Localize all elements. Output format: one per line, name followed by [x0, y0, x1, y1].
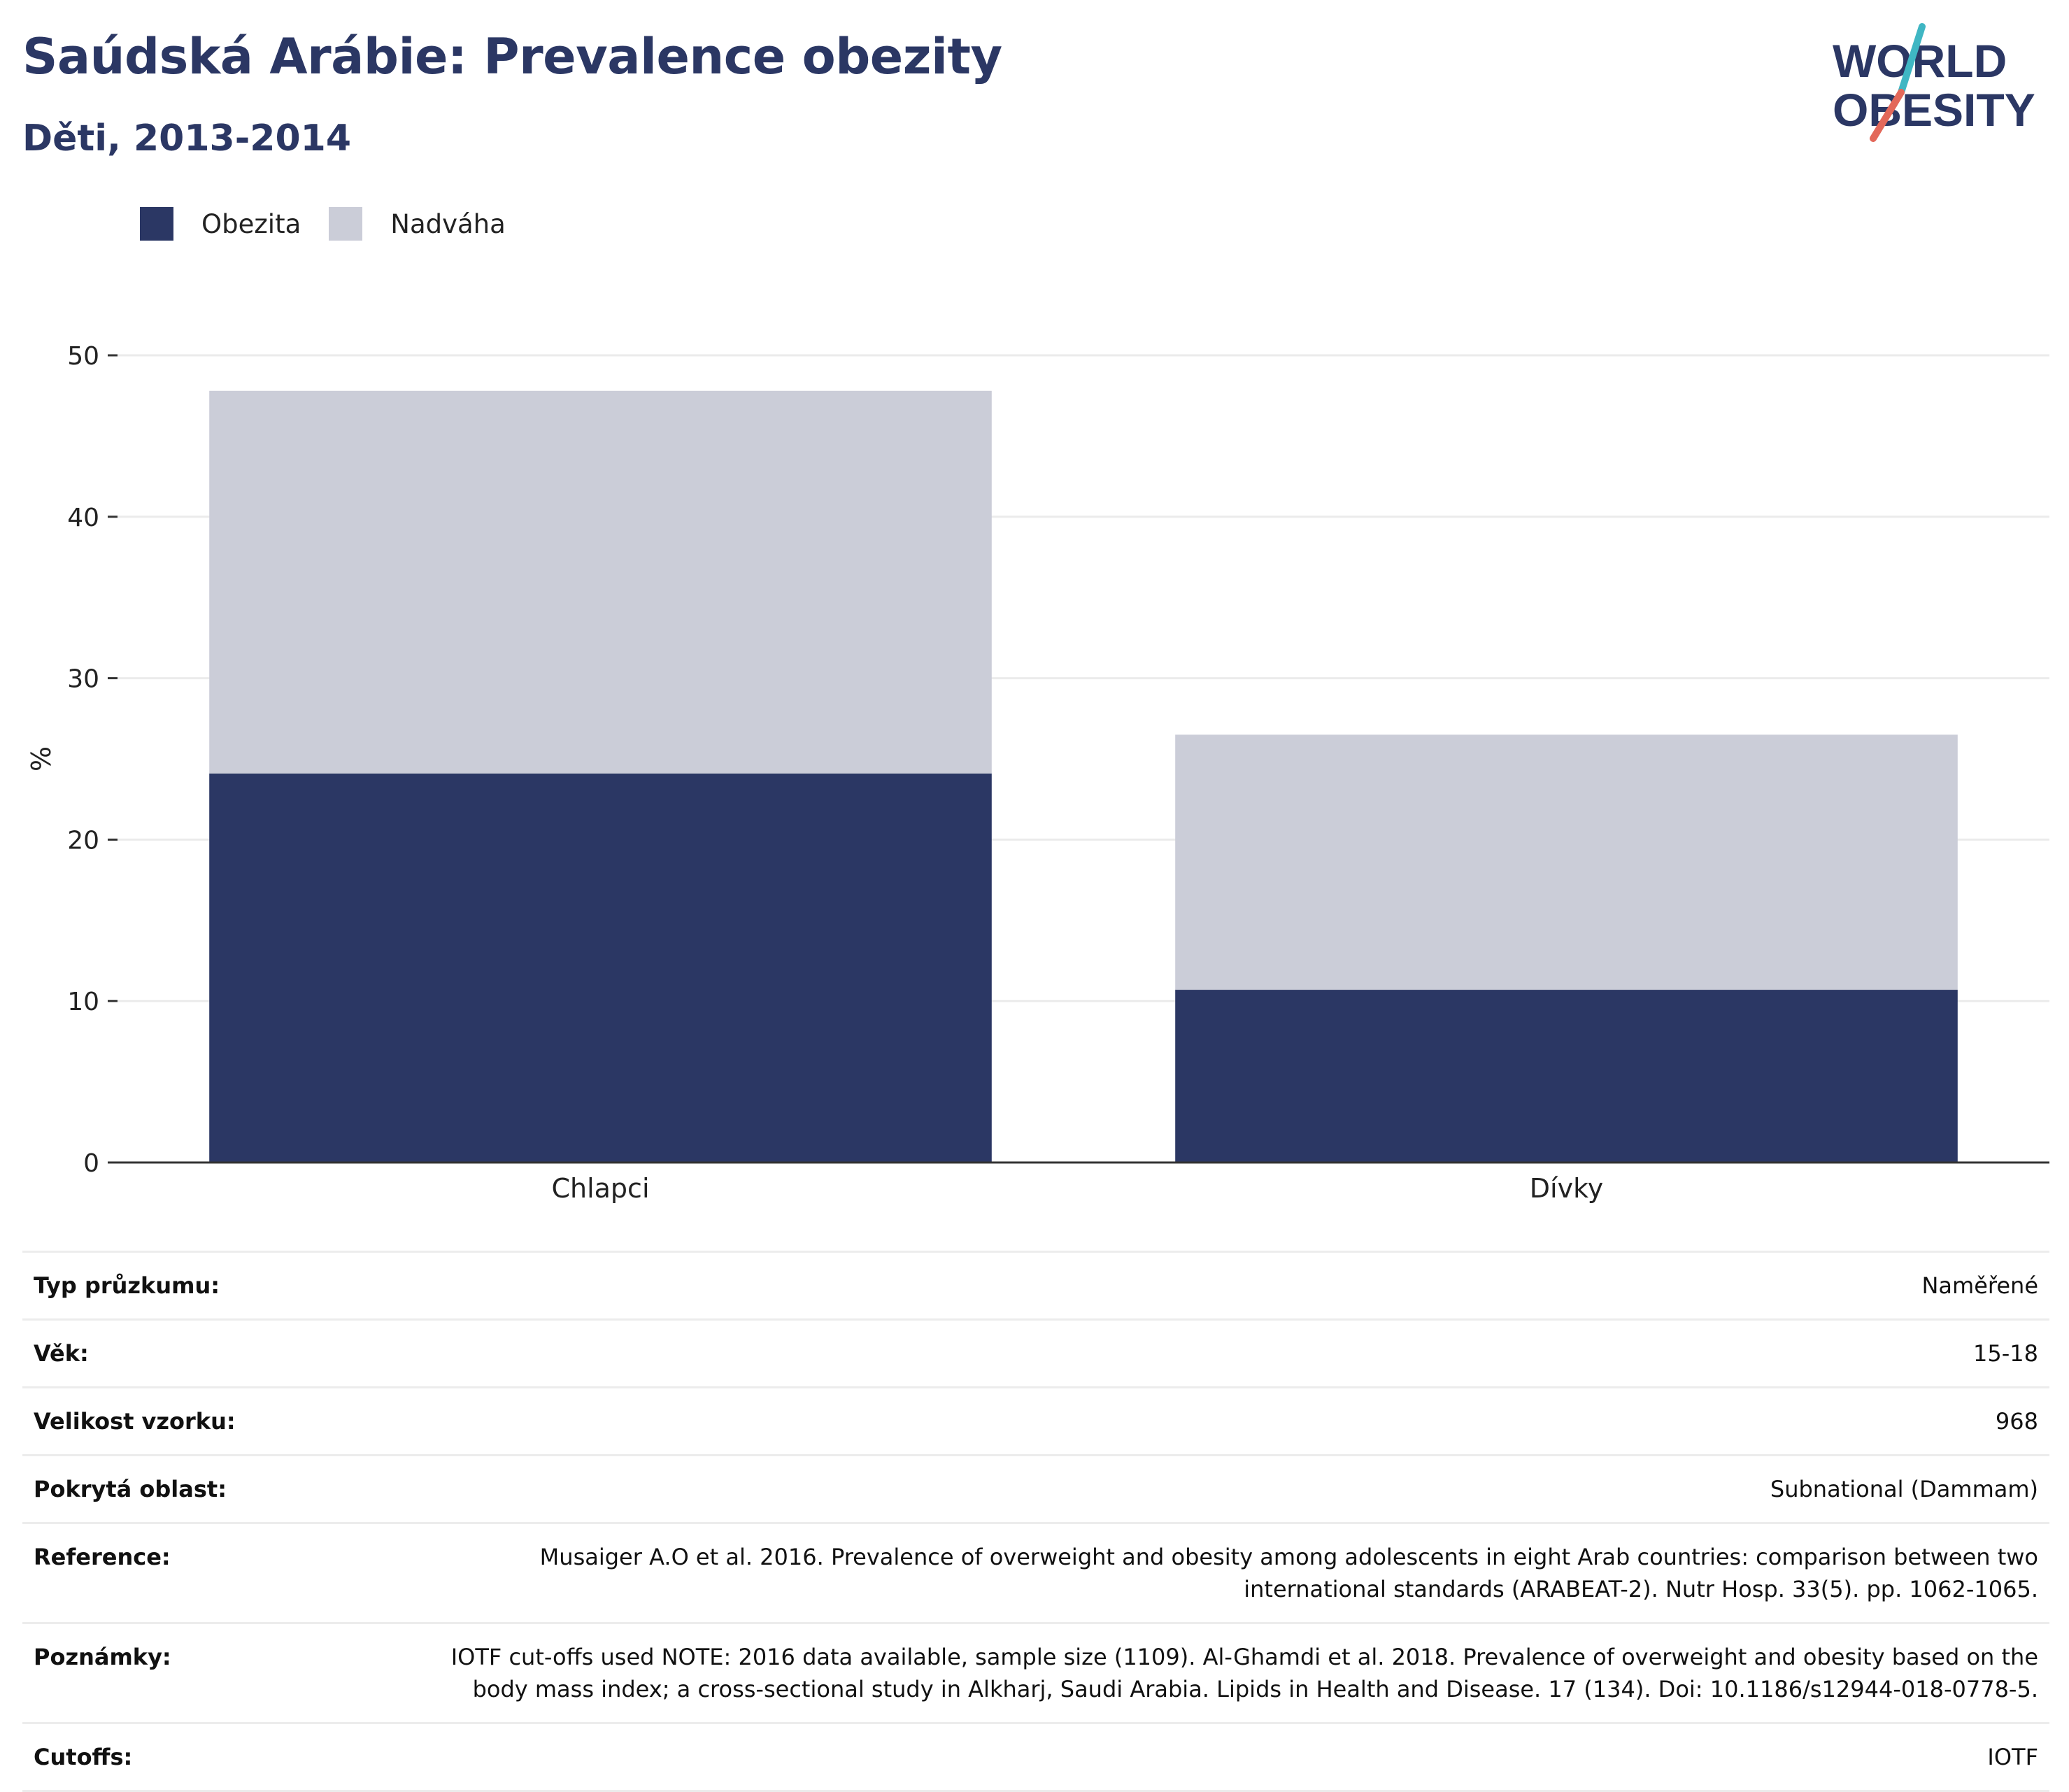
- legend-swatch-obezita: [140, 207, 173, 241]
- metadata-row: Věk: 15-18: [22, 1318, 2049, 1388]
- metadata-row: Poznámky: IOTF cut-offs used NOTE: 2016 d…: [22, 1622, 2049, 1723]
- y-tick-label: 40: [67, 504, 99, 532]
- metadata-value: IOTF: [394, 1722, 2049, 1792]
- metadata-row: Cutoffs: IOTF: [22, 1722, 2049, 1792]
- x-tick-label: Dívky: [1530, 1173, 1603, 1204]
- metadata-value: Musaiger A.O et al. 2016. Prevalence of …: [394, 1522, 2049, 1623]
- chart-title: Saúdská Arábie: Prevalence obezity: [22, 28, 1002, 85]
- legend-item-nadvaha[interactable]: Nadváha: [329, 207, 506, 241]
- legend-item-obezita[interactable]: Obezita: [140, 207, 301, 241]
- y-tick-label: 20: [67, 826, 99, 855]
- metadata-key: Cutoffs:: [22, 1722, 394, 1792]
- bar-obezita-chlapci: [209, 773, 992, 1162]
- metadata-key: Pokrytá oblast:: [22, 1454, 394, 1523]
- x-tick-label: Chlapci: [551, 1173, 649, 1204]
- legend-label-nadvaha: Nadváha: [390, 208, 506, 239]
- metadata-row: Typ průzkumu: Naměřené: [22, 1251, 2049, 1320]
- metadata-value: IOTF cut-offs used NOTE: 2016 data avail…: [394, 1622, 2049, 1723]
- y-tick-label: 30: [67, 665, 99, 694]
- bar-chart: 0 10 20 30 40 50% Chlapci Dívky: [26, 342, 2049, 1204]
- metadata-key: Věk:: [22, 1318, 394, 1388]
- logo-slash-teal: [1898, 23, 1926, 96]
- metadata-row: Pokrytá oblast: Subnational (Dammam): [22, 1454, 2049, 1523]
- bar-nadváha-dívky: [1175, 734, 1958, 990]
- metadata-row: Reference: Musaiger A.O et al. 2016. Prev…: [22, 1522, 2049, 1623]
- y-tick-label: 0: [83, 1149, 99, 1178]
- metadata-value: Subnational (Dammam): [394, 1454, 2049, 1523]
- world-obesity-logo: WORLD OBESITY: [1833, 23, 2035, 142]
- y-tick-label: 10: [67, 988, 99, 1016]
- metadata-value: Naměřené: [394, 1251, 2049, 1320]
- y-axis-label: %: [26, 746, 57, 771]
- chart-subtitle: Děti, 2013-2014: [22, 118, 352, 159]
- logo-slash-red: [1870, 89, 1905, 142]
- legend-label-obezita: Obezita: [201, 208, 301, 239]
- metadata-table: Typ průzkumu: Naměřené Věk: 15-18 Velikost v…: [22, 1251, 2049, 1792]
- metadata-key: Poznámky:: [22, 1622, 394, 1723]
- y-tick-label: 50: [67, 342, 99, 371]
- metadata-row: Velikost vzorku: 968: [22, 1386, 2049, 1456]
- bar-obezita-dívky: [1175, 990, 1958, 1162]
- metadata-key: Velikost vzorku:: [22, 1386, 394, 1456]
- metadata-value: 15-18: [394, 1318, 2049, 1388]
- metadata-value: 968: [394, 1386, 2049, 1456]
- metadata-key: Reference:: [22, 1522, 394, 1623]
- bar-nadváha-chlapci: [209, 390, 992, 774]
- metadata-key: Typ průzkumu:: [22, 1251, 394, 1320]
- legend-swatch-nadvaha: [329, 207, 363, 241]
- logo-line-2: OBESITY: [1833, 84, 2035, 136]
- chart-legend: Obezita Nadváha: [140, 207, 534, 241]
